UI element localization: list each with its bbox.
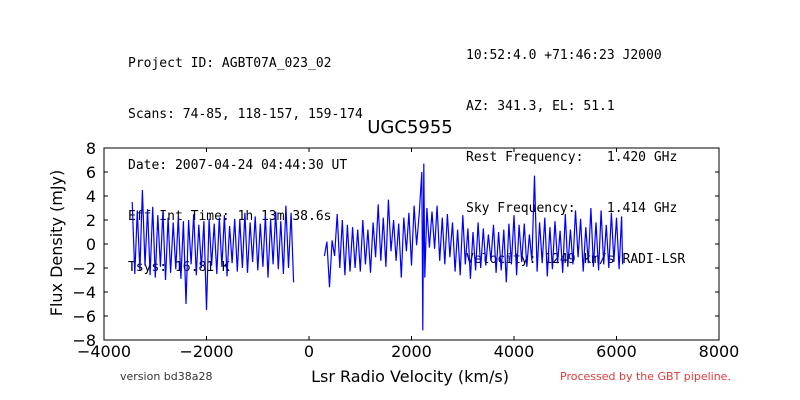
header-line: Date: 2007-04-24 04:44:30 UT	[128, 158, 348, 173]
header-line: Scans: 74-85, 118-157, 159-174	[128, 107, 363, 122]
y-tick-label: −4	[72, 283, 96, 302]
y-tick-label: 8	[86, 139, 96, 158]
y-tick-label: −8	[72, 331, 96, 350]
spectrum-line-1	[131, 189, 295, 311]
y-tick-label: 2	[86, 211, 96, 230]
spectrum-line-2	[323, 163, 624, 331]
header-line: Sky Frequency: 1.414 GHz	[466, 201, 678, 216]
x-tick-label: 0	[304, 342, 314, 361]
chart-title: UGC5955	[367, 117, 453, 138]
axes: −4000 −2000 0 2000 4000 6000 8000 −8 −6 −4 −2 0 2 4 6 8	[72, 139, 739, 361]
y-tick-label: 0	[86, 235, 96, 254]
y-tick-label: −2	[72, 259, 96, 278]
x-tick-label: 4000	[494, 342, 535, 361]
x-tick-label: 8000	[699, 342, 740, 361]
plot-area	[131, 163, 624, 331]
header-line: Rest Frequency: 1.420 GHz	[466, 150, 678, 165]
x-tick-label: −4000	[77, 342, 131, 361]
y-tick-label: −6	[72, 307, 96, 326]
x-tick-label: −2000	[179, 342, 233, 361]
x-axis-label: Lsr Radio Velocity (km/s)	[311, 367, 509, 386]
y-tick-label: 4	[86, 187, 96, 206]
x-tick-label: 6000	[596, 342, 637, 361]
y-axis-label: Flux Density (mJy)	[47, 170, 66, 317]
header-line: 10:52:4.0 +71:46:23 J2000	[466, 48, 662, 63]
pipeline-credit: Processed by the GBT pipeline.	[560, 370, 731, 383]
header-line: AZ: 341.3, EL: 51.1	[466, 99, 615, 114]
version-label: version bd38a28	[120, 370, 213, 383]
plot-frame	[103, 147, 720, 341]
header-line: Project ID: AGBT07A_023_02	[128, 56, 332, 71]
x-tick-label: 2000	[391, 342, 432, 361]
y-tick-label: 6	[86, 163, 96, 182]
